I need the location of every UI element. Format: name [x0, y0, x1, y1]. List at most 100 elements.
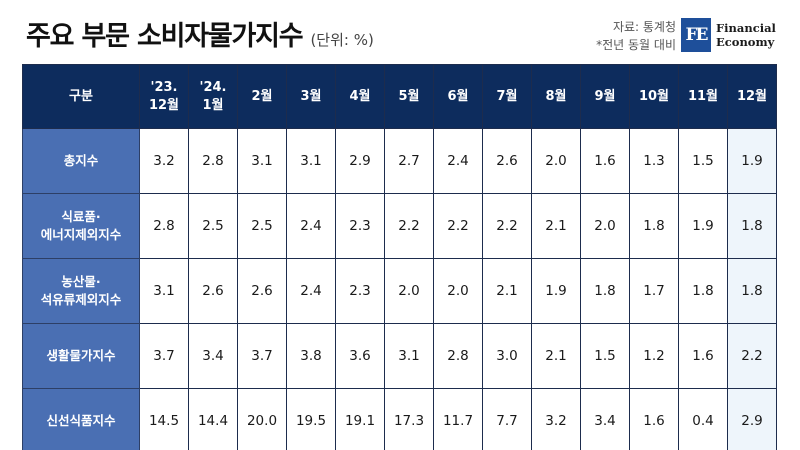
- value-cell: 3.1: [139, 258, 189, 324]
- value-cell: 2.9: [727, 388, 777, 450]
- row-label: 신선식품지수: [22, 388, 140, 450]
- value-cell: 2.4: [286, 193, 336, 259]
- table-row: 생활물가지수 3.7 3.4 3.7 3.8 3.6 3.1 2.8 3.0 2.1 1.5 1.2 1…: [22, 323, 777, 389]
- value-cell: 17.3: [384, 388, 434, 450]
- brand-logo: FE Financial Economy: [681, 18, 776, 52]
- comparison-note: *전년 동월 대비: [596, 38, 676, 52]
- value-cell: 20.0: [237, 388, 287, 450]
- value-cell: 3.7: [237, 323, 287, 389]
- value-cell: 3.7: [139, 323, 189, 389]
- value-cell: 2.0: [433, 258, 483, 324]
- value-cell: 2.8: [433, 323, 483, 389]
- value-cell: 1.8: [727, 258, 777, 324]
- value-cell: 2.2: [727, 323, 777, 389]
- value-cell: 0.4: [678, 388, 728, 450]
- value-cell: 1.6: [580, 128, 630, 194]
- value-cell: 14.5: [139, 388, 189, 450]
- value-cell: 1.5: [580, 323, 630, 389]
- value-cell: 2.5: [237, 193, 287, 259]
- value-cell: 2.0: [580, 193, 630, 259]
- value-cell: 1.8: [727, 193, 777, 259]
- value-cell: 11.7: [433, 388, 483, 450]
- title-block: 주요 부문 소비자물가지수 (단위: %): [26, 14, 374, 53]
- value-cell: 3.8: [286, 323, 336, 389]
- value-cell: 3.1: [286, 128, 336, 194]
- row-label: 생활물가지수: [22, 323, 140, 389]
- value-cell: 2.8: [188, 128, 238, 194]
- value-cell: 14.4: [188, 388, 238, 450]
- value-cell: 2.3: [335, 258, 385, 324]
- unit-label: (단위: %): [310, 31, 374, 49]
- header-row: 구분 '23. 12월 '24. 1월 2월 3월 4월 5월 6월 7월 8월 9월 10월 11월 12월: [22, 64, 777, 129]
- header-cell-period: 2월: [237, 64, 287, 129]
- row-label: 식료품· 에너지제외지수: [22, 193, 140, 259]
- header-cell-period: 9월: [580, 64, 630, 129]
- logo-wordmark: Financial Economy: [716, 21, 776, 49]
- value-cell: 7.7: [482, 388, 532, 450]
- value-cell: 3.1: [237, 128, 287, 194]
- header-cell-period: '23. 12월: [139, 64, 189, 129]
- value-cell: 1.9: [531, 258, 581, 324]
- header-cell-period: 5월: [384, 64, 434, 129]
- value-cell: 2.1: [531, 193, 581, 259]
- value-cell: 2.7: [384, 128, 434, 194]
- value-cell: 3.4: [580, 388, 630, 450]
- table-row: 식료품· 에너지제외지수 2.8 2.5 2.5 2.4 2.3 2.2 2.2 2.2 2.1 2.…: [22, 193, 777, 259]
- header-cell-period: 6월: [433, 64, 483, 129]
- source-line: 자료: 통계청: [612, 20, 676, 34]
- value-cell: 2.2: [482, 193, 532, 259]
- value-cell: 1.3: [629, 128, 679, 194]
- cpi-table: 구분 '23. 12월 '24. 1월 2월 3월 4월 5월 6월 7월 8월 9월 10월 11월 12월…: [22, 64, 777, 450]
- value-cell: 2.4: [433, 128, 483, 194]
- value-cell: 2.2: [384, 193, 434, 259]
- value-cell: 2.0: [384, 258, 434, 324]
- value-cell: 3.2: [531, 388, 581, 450]
- value-cell: 1.5: [678, 128, 728, 194]
- value-cell: 2.1: [482, 258, 532, 324]
- value-cell: 1.6: [678, 323, 728, 389]
- header-cell-period: 3월: [286, 64, 336, 129]
- value-cell: 2.4: [286, 258, 336, 324]
- value-cell: 2.6: [188, 258, 238, 324]
- header-cell-period: 11월: [678, 64, 728, 129]
- value-cell: 1.8: [678, 258, 728, 324]
- header-cell-category: 구분: [22, 64, 140, 129]
- value-cell: 3.2: [139, 128, 189, 194]
- value-cell: 2.1: [531, 323, 581, 389]
- header-cell-period: 8월: [531, 64, 581, 129]
- value-cell: 2.2: [433, 193, 483, 259]
- value-cell: 2.5: [188, 193, 238, 259]
- value-cell: 2.3: [335, 193, 385, 259]
- header-cell-period: 10월: [629, 64, 679, 129]
- value-cell: 1.7: [629, 258, 679, 324]
- row-label: 총지수: [22, 128, 140, 194]
- logo-mark-icon: FE: [681, 18, 711, 52]
- value-cell: 3.4: [188, 323, 238, 389]
- value-cell: 2.6: [237, 258, 287, 324]
- header-cell-period: 12월: [727, 64, 777, 129]
- value-cell: 2.0: [531, 128, 581, 194]
- value-cell: 3.1: [384, 323, 434, 389]
- value-cell: 1.8: [629, 193, 679, 259]
- logo-line-1: Financial: [716, 21, 776, 35]
- value-cell: 19.1: [335, 388, 385, 450]
- value-cell: 1.2: [629, 323, 679, 389]
- table-row: 신선식품지수 14.5 14.4 20.0 19.5 19.1 17.3 11.7 7.7 3.2…: [22, 388, 777, 450]
- value-cell: 1.8: [580, 258, 630, 324]
- value-cell: 3.6: [335, 323, 385, 389]
- value-cell: 1.6: [629, 388, 679, 450]
- value-cell: 2.9: [335, 128, 385, 194]
- value-cell: 19.5: [286, 388, 336, 450]
- header-cell-period: 4월: [335, 64, 385, 129]
- table-row: 농산물· 석유류제외지수 3.1 2.6 2.6 2.4 2.3 2.0 2.0 2.1 1.9 1.…: [22, 258, 777, 324]
- table-row: 총지수 3.2 2.8 3.1 3.1 2.9 2.7 2.4 2.6 2.0 1.6 1.3 1.5 1…: [22, 128, 777, 194]
- source-note: 자료: 통계청 *전년 동월 대비: [596, 18, 676, 54]
- header-cell-period: 7월: [482, 64, 532, 129]
- header-cell-period: '24. 1월: [188, 64, 238, 129]
- logo-line-2: Economy: [716, 35, 775, 49]
- value-cell: 1.9: [678, 193, 728, 259]
- value-cell: 3.0: [482, 323, 532, 389]
- row-label: 농산물· 석유류제외지수: [22, 258, 140, 324]
- value-cell: 1.9: [727, 128, 777, 194]
- page-title: 주요 부문 소비자물가지수: [26, 21, 304, 52]
